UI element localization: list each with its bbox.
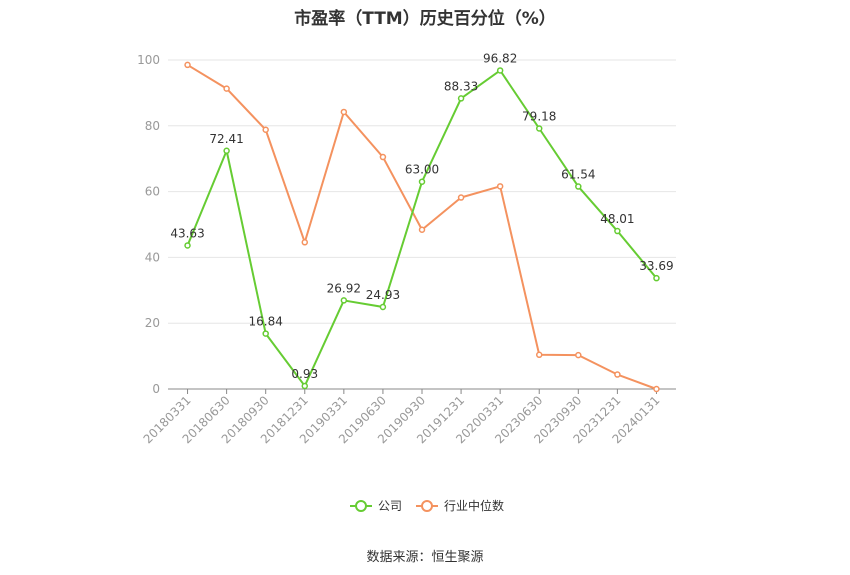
data-point — [184, 61, 191, 69]
data-point — [184, 242, 191, 249]
legend-marker — [355, 500, 367, 512]
data-point — [340, 297, 348, 304]
data-label: 43.63 — [170, 226, 204, 240]
y-tick-label: 60 — [145, 185, 160, 199]
data-point — [301, 382, 309, 390]
data-point — [614, 371, 621, 378]
chart-title: 市盈率（TTM）历史百分位（%） — [294, 9, 556, 29]
data-point — [653, 274, 660, 282]
data-point — [496, 183, 504, 190]
legend-label: 公司 — [378, 499, 402, 513]
data-point — [614, 227, 621, 235]
data-point — [379, 303, 387, 311]
data-point — [457, 194, 465, 201]
data-point — [575, 351, 582, 359]
data-point — [496, 67, 504, 74]
data-label: 24.93 — [366, 288, 400, 302]
y-tick-label: 20 — [145, 316, 160, 330]
data-point — [575, 183, 582, 190]
y-tick-label: 0 — [152, 382, 160, 396]
data-point — [262, 126, 269, 133]
data-point — [262, 330, 269, 337]
data-point — [301, 239, 309, 246]
data-point — [653, 385, 660, 393]
data-label: 61.54 — [561, 168, 595, 182]
data-point — [340, 108, 348, 116]
data-point — [457, 95, 465, 102]
chart-source: 数据来源：恒生聚源 — [366, 550, 484, 565]
data-label: 88.33 — [444, 79, 478, 93]
data-label: 16.84 — [249, 315, 283, 329]
data-point — [535, 351, 543, 359]
data-point — [379, 153, 387, 161]
legend-label: 行业中位数 — [444, 498, 504, 513]
data-label: 96.82 — [483, 51, 517, 65]
y-tick-label: 100 — [137, 53, 160, 67]
data-label: 79.18 — [522, 109, 556, 123]
data-point — [418, 226, 426, 234]
data-label: 63.00 — [405, 163, 439, 177]
data-label: 33.69 — [639, 259, 673, 273]
legend-marker — [421, 500, 433, 512]
data-point — [535, 125, 543, 132]
data-label: 26.92 — [327, 281, 361, 295]
data-point — [223, 147, 230, 155]
data-point — [418, 178, 426, 185]
data-label: 48.01 — [600, 212, 634, 226]
data-label: 72.41 — [209, 132, 243, 146]
data-point — [223, 85, 230, 92]
y-tick-label: 80 — [145, 119, 160, 133]
data-label: 0.93 — [291, 367, 318, 381]
y-tick-label: 40 — [145, 250, 160, 264]
